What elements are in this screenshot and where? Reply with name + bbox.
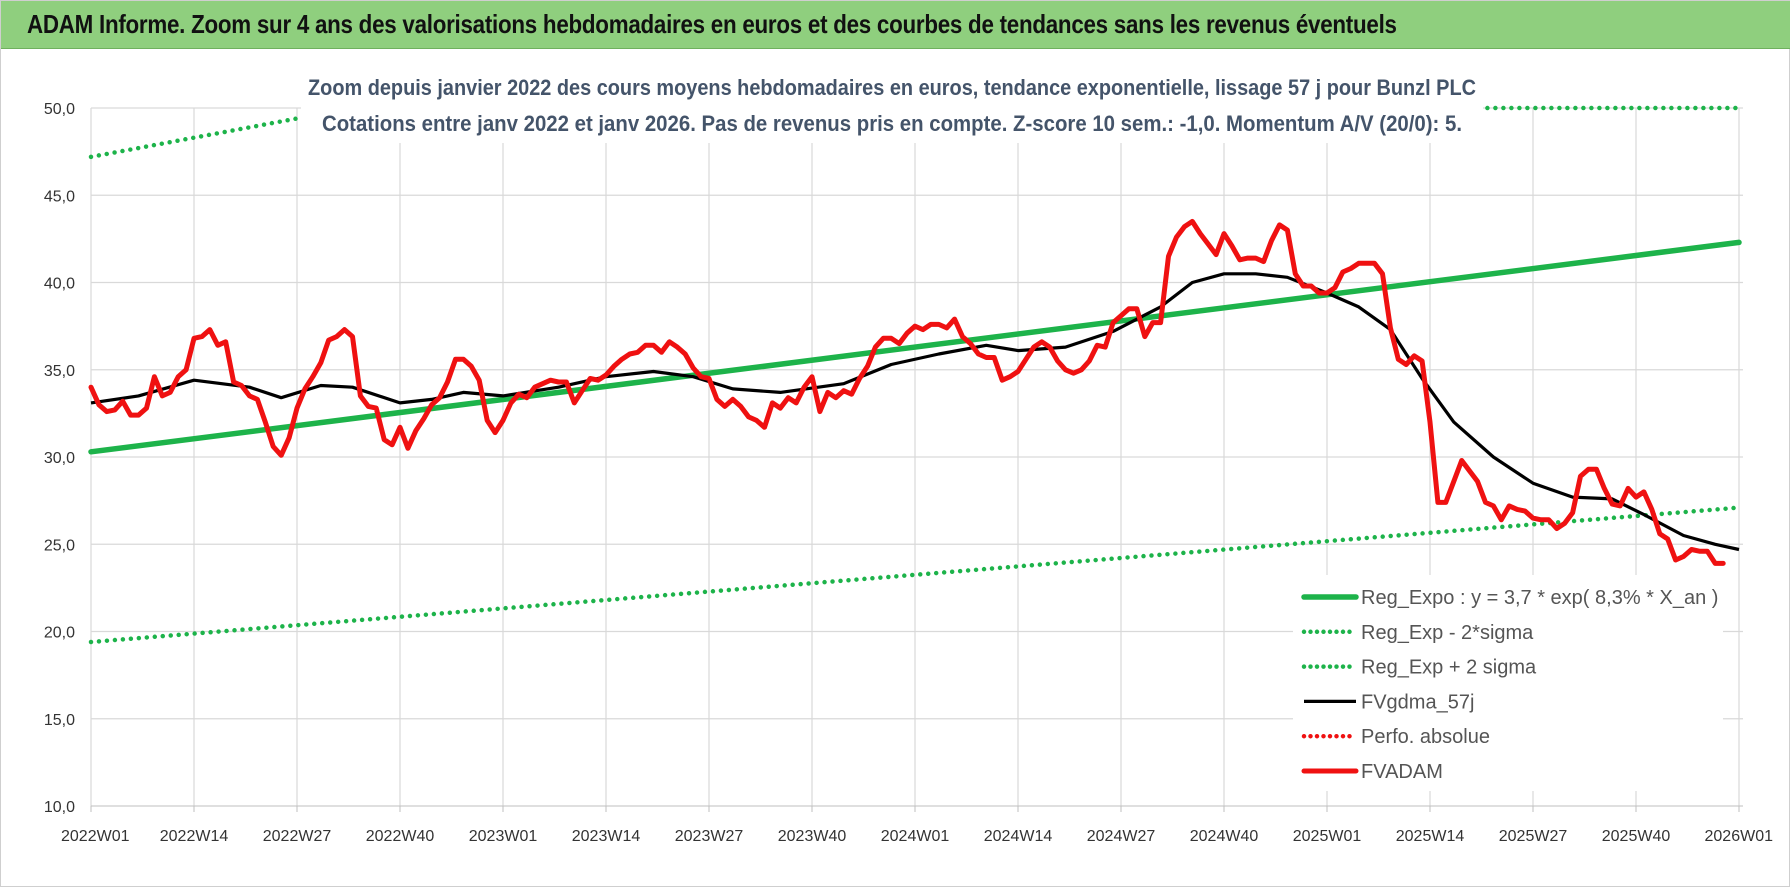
y-tick-label: 10,0 — [44, 799, 75, 816]
y-tick-label: 45,0 — [44, 188, 75, 205]
chart-titles: Zoom depuis janvier 2022 des cours moyen… — [301, 67, 1483, 143]
y-tick-label: 20,0 — [44, 625, 75, 642]
y-tick-label: 25,0 — [44, 537, 75, 554]
title-backdrop — [301, 67, 1483, 143]
x-tick-label: 2023W27 — [675, 828, 744, 845]
y-tick-label: 40,0 — [44, 276, 75, 293]
header-banner: ADAM Informe. Zoom sur 4 ans des valoris… — [1, 1, 1790, 49]
x-tick-label: 2022W40 — [366, 828, 435, 845]
x-tick-label: 2022W27 — [263, 828, 332, 845]
x-tick-label: 2024W14 — [984, 828, 1053, 845]
legend: Reg_Expo : y = 3,7 * exp( 8,3% * X_an ) R… — [1293, 575, 1723, 791]
legend-label: FVADAM — [1361, 761, 1443, 783]
x-tick-label: 2024W27 — [1087, 828, 1156, 845]
legend-label: Reg_Exp + 2 sigma — [1361, 657, 1537, 679]
chart-title: Zoom depuis janvier 2022 des cours moyen… — [308, 75, 1476, 100]
x-tick-label: 2023W14 — [572, 828, 641, 845]
x-tick-label: 2025W14 — [1396, 828, 1465, 845]
y-tick-label: 35,0 — [44, 363, 75, 380]
legend-backdrop — [1293, 575, 1723, 791]
series-line — [88, 505, 1742, 645]
y-tick-label: 50,0 — [44, 101, 75, 118]
series-line — [88, 218, 1726, 566]
legend-label: Reg_Exp - 2*sigma — [1361, 622, 1534, 644]
x-tick-label: 2024W01 — [881, 828, 950, 845]
x-tick-label: 2023W40 — [778, 828, 847, 845]
chart-subtitle: Cotations entre janv 2022 et janv 2026. … — [322, 111, 1462, 136]
x-tick-label: 2025W01 — [1293, 828, 1362, 845]
series-line — [88, 239, 1742, 455]
banner-title: ADAM Informe. Zoom sur 4 ans des valoris… — [27, 9, 1397, 39]
x-tick-label: 2022W01 — [61, 828, 130, 845]
y-tick-labels: 10,0 15,0 20,0 25,0 30,0 35,0 40,0 45,0 50,0 — [44, 101, 75, 816]
series-line — [90, 272, 1740, 552]
x-tick-label: 2023W01 — [469, 828, 538, 845]
y-tick-label: 30,0 — [44, 450, 75, 467]
x-tick-labels: 2022W01 2022W14 2022W27 2022W40 2023W01 2023W… — [61, 828, 1773, 845]
legend-label: Perfo. absolue — [1361, 726, 1490, 748]
x-tick-label: 2026W01 — [1705, 828, 1774, 845]
x-tick-label: 2025W27 — [1499, 828, 1568, 845]
legend-label: Reg_Expo : y = 3,7 * exp( 8,3% * X_an ) — [1361, 587, 1718, 609]
legend-label: FVgdma_57j — [1361, 691, 1474, 713]
x-tick-label: 2022W14 — [160, 828, 229, 845]
y-tick-label: 15,0 — [44, 712, 75, 729]
x-tick-label: 2024W40 — [1190, 828, 1259, 845]
x-tick-label: 2025W40 — [1602, 828, 1671, 845]
